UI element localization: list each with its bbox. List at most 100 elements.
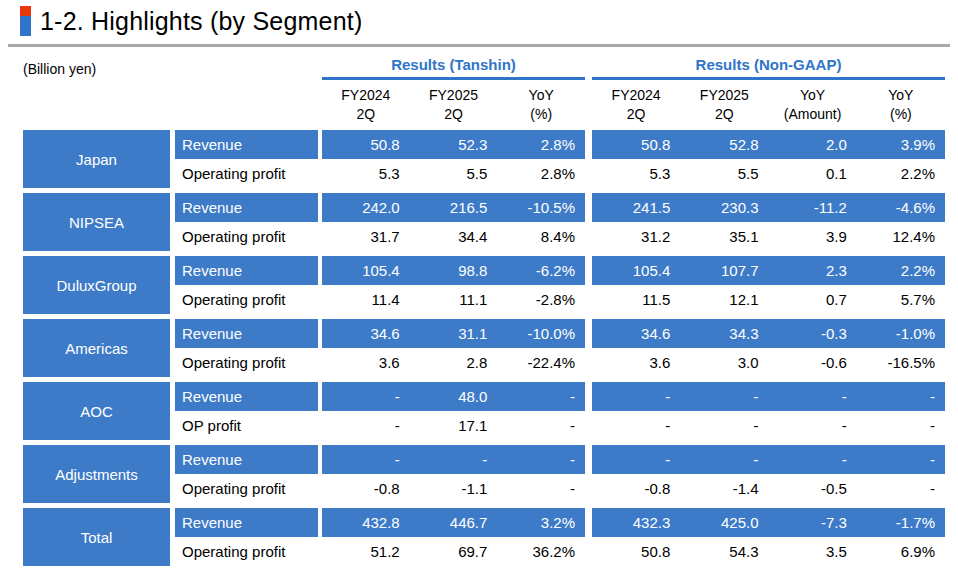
segment-rows: Revenue242.0216.5-10.5%241.5230.3-11.2-4… — [175, 193, 945, 251]
page-title: 1-2. Highlights (by Segment) — [40, 6, 362, 37]
header-spacer — [23, 82, 322, 126]
value-cell: -7.3 — [769, 508, 857, 537]
value-cell: -11.2 — [769, 193, 857, 222]
row-label: Revenue — [175, 130, 318, 159]
value-cell: - — [592, 445, 680, 474]
column-header-line: 2Q — [410, 105, 498, 124]
value-cell: - — [322, 382, 410, 411]
segment-name-cell: Americas — [23, 319, 170, 377]
column-header-line: 2Q — [592, 105, 680, 124]
value-cell: - — [497, 382, 585, 411]
nongaap-values: 11.512.10.75.7% — [592, 285, 945, 314]
title-divider — [8, 44, 950, 47]
value-cell: 31.7 — [322, 222, 410, 251]
value-cell: - — [497, 445, 585, 474]
tanshin-values: --- — [322, 445, 585, 474]
segment-block: JapanRevenue50.852.32.8%50.852.82.03.9%O… — [23, 130, 945, 188]
value-cell: -0.5 — [769, 474, 857, 503]
value-cell: - — [680, 411, 768, 440]
operating-profit-row: OP profit-17.1----- — [175, 411, 945, 440]
value-cell: 98.8 — [410, 256, 498, 285]
value-cell: 432.3 — [592, 508, 680, 537]
value-cell: 11.4 — [322, 285, 410, 314]
value-cell: 242.0 — [322, 193, 410, 222]
segment-name-cell: Adjustments — [23, 445, 170, 503]
tanshin-values: 51.269.736.2% — [322, 537, 585, 566]
value-cell: - — [592, 382, 680, 411]
value-cell: 54.3 — [680, 537, 768, 566]
value-cell: 5.3 — [592, 159, 680, 188]
column-headers-tanshin: FY20242QFY20252QYoY(%) — [322, 82, 585, 126]
row-label: Operating profit — [175, 537, 318, 566]
segment-name-cell: DuluxGroup — [23, 256, 170, 314]
operating-profit-row: Operating profit5.35.52.8%5.35.50.12.2% — [175, 159, 945, 188]
value-cell: 2.8% — [497, 130, 585, 159]
revenue-row: Revenue242.0216.5-10.5%241.5230.3-11.2-4… — [175, 193, 945, 222]
value-cell: 6.9% — [857, 537, 945, 566]
nongaap-values: -0.8-1.4-0.5- — [592, 474, 945, 503]
value-cell: - — [680, 445, 768, 474]
column-header-line: FY2024 — [592, 86, 680, 105]
value-cell: -4.6% — [857, 193, 945, 222]
row-label: Revenue — [175, 508, 318, 537]
value-cell: 230.3 — [680, 193, 768, 222]
value-cell: 3.6 — [592, 348, 680, 377]
value-cell: -2.8% — [497, 285, 585, 314]
group-header-nongaap: Results (Non-GAAP) — [592, 56, 945, 80]
value-cell: 17.1 — [410, 411, 498, 440]
value-cell: 3.9 — [769, 222, 857, 251]
value-cell: - — [857, 445, 945, 474]
value-cell: 0.7 — [769, 285, 857, 314]
value-cell: 432.8 — [322, 508, 410, 537]
column-header: FY20242Q — [592, 82, 680, 126]
value-cell: 5.5 — [410, 159, 498, 188]
row-label: Revenue — [175, 382, 318, 411]
segment-block: TotalRevenue432.8446.73.2%432.3425.0-7.3… — [23, 508, 945, 566]
value-cell: - — [857, 382, 945, 411]
segment-name-cell: AOC — [23, 382, 170, 440]
column-header-line: YoY — [857, 86, 945, 105]
segment-block: NIPSEARevenue242.0216.5-10.5%241.5230.3-… — [23, 193, 945, 251]
value-cell: 2.8 — [410, 348, 498, 377]
value-cell: -10.0% — [497, 319, 585, 348]
value-cell: - — [410, 445, 498, 474]
column-header: FY20242Q — [322, 82, 410, 126]
value-cell: 35.1 — [680, 222, 768, 251]
value-cell: 50.8 — [322, 130, 410, 159]
value-cell: -1.1 — [410, 474, 498, 503]
value-cell: 34.3 — [680, 319, 768, 348]
tanshin-values: 432.8446.73.2% — [322, 508, 585, 537]
segment-block: DuluxGroupRevenue105.498.8-6.2%105.4107.… — [23, 256, 945, 314]
row-label: Revenue — [175, 193, 318, 222]
column-header-line: FY2025 — [680, 86, 768, 105]
value-cell: - — [769, 411, 857, 440]
value-cell: -0.3 — [769, 319, 857, 348]
operating-profit-row: Operating profit3.62.8-22.4%3.63.0-0.6-1… — [175, 348, 945, 377]
revenue-row: Revenue432.8446.73.2%432.3425.0-7.3-1.7% — [175, 508, 945, 537]
tanshin-values: -0.8-1.1- — [322, 474, 585, 503]
nongaap-values: 3.63.0-0.6-16.5% — [592, 348, 945, 377]
title-accent-bar — [20, 6, 31, 36]
value-cell: 31.2 — [592, 222, 680, 251]
column-header-line: (%) — [497, 105, 585, 124]
tanshin-values: -48.0- — [322, 382, 585, 411]
column-header-line: 2Q — [680, 105, 768, 124]
value-cell: 52.8 — [680, 130, 768, 159]
tanshin-values: 34.631.1-10.0% — [322, 319, 585, 348]
value-cell: - — [322, 411, 410, 440]
value-cell: -16.5% — [857, 348, 945, 377]
revenue-row: Revenue------- — [175, 445, 945, 474]
value-cell: 34.6 — [592, 319, 680, 348]
value-cell: 107.7 — [680, 256, 768, 285]
value-cell: 241.5 — [592, 193, 680, 222]
column-header-line: (Amount) — [769, 105, 857, 124]
segment-name-cell: NIPSEA — [23, 193, 170, 251]
column-header-row: FY20242QFY20252QYoY(%) FY20242QFY20252QY… — [23, 82, 945, 126]
segment-rows: Revenue432.8446.73.2%432.3425.0-7.3-1.7%… — [175, 508, 945, 566]
value-cell: -1.0% — [857, 319, 945, 348]
revenue-row: Revenue50.852.32.8%50.852.82.03.9% — [175, 130, 945, 159]
nongaap-values: 432.3425.0-7.3-1.7% — [592, 508, 945, 537]
segment-rows: Revenue50.852.32.8%50.852.82.03.9%Operat… — [175, 130, 945, 188]
column-header-line: YoY — [769, 86, 857, 105]
tanshin-values: 3.62.8-22.4% — [322, 348, 585, 377]
